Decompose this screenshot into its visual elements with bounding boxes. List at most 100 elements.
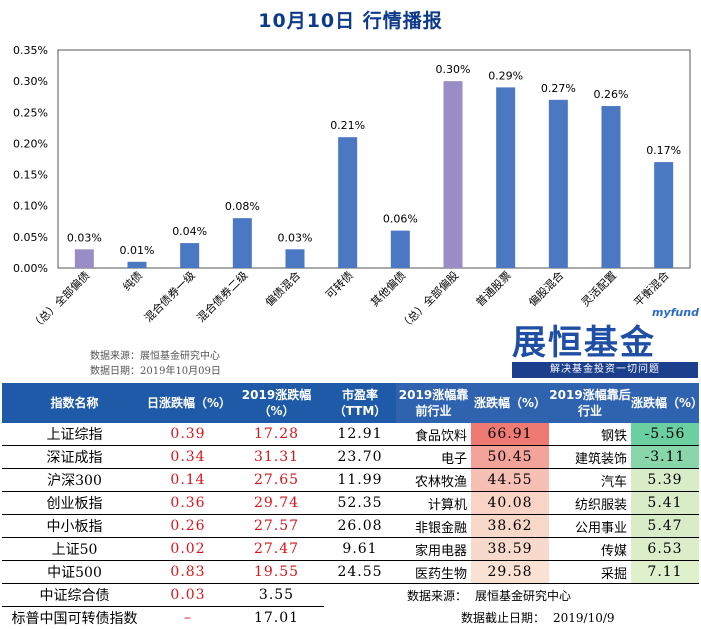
header-index-name: 指数名称 bbox=[2, 383, 147, 423]
data-label: 0.27% bbox=[541, 82, 576, 95]
index-name-cell: 上证50 bbox=[2, 538, 147, 561]
bottom-industry-cell: 纺织服装 bbox=[549, 492, 631, 515]
data-label: 0.06% bbox=[383, 213, 418, 226]
top-change-cell: 38.59 bbox=[471, 538, 549, 561]
bottom-change-cell: 5.41 bbox=[631, 492, 699, 515]
pe-ttm-cell: 26.08 bbox=[324, 515, 396, 538]
bottom-change-cell: -3.11 bbox=[631, 446, 699, 469]
bottom-change-cell: -5.56 bbox=[631, 423, 699, 446]
bar bbox=[128, 262, 147, 268]
header-top-change: 涨跌幅（%） bbox=[471, 383, 549, 423]
ytd-change-cell: 29.74 bbox=[229, 492, 324, 515]
index-name-cell: 中小板指 bbox=[2, 515, 147, 538]
top-change-cell: 29.58 bbox=[471, 561, 549, 584]
daily-change-cell: 0.26 bbox=[147, 515, 229, 538]
footer-source-value: 展恒基金研究中心 bbox=[471, 584, 699, 607]
data-label: 0.01% bbox=[120, 244, 155, 257]
empty-cell bbox=[324, 607, 396, 629]
data-label: 0.03% bbox=[278, 231, 313, 244]
daily-change-cell: 0.39 bbox=[147, 423, 229, 446]
bottom-change-cell: 7.11 bbox=[631, 561, 699, 584]
daily-change-cell: 0.34 bbox=[147, 446, 229, 469]
y-tick-label: 0.35% bbox=[13, 44, 48, 57]
top-industry-cell: 家用电器 bbox=[396, 538, 471, 561]
top-industry-cell: 电子 bbox=[396, 446, 471, 469]
pe-ttm-cell: 11.99 bbox=[324, 469, 396, 492]
data-label: 0.04% bbox=[172, 225, 207, 238]
bar bbox=[286, 249, 305, 268]
index-name-cell: 沪深300 bbox=[2, 469, 147, 492]
bar bbox=[602, 106, 621, 268]
bottom-industry-cell: 建筑装饰 bbox=[549, 446, 631, 469]
bar bbox=[654, 162, 673, 268]
y-tick-label: 0.25% bbox=[13, 106, 48, 119]
data-label: 0.29% bbox=[488, 69, 523, 82]
bottom-change-cell: 6.53 bbox=[631, 538, 699, 561]
data-label: 0.03% bbox=[67, 231, 102, 244]
logo-tagline: 解决基金投资一切问题 bbox=[512, 362, 698, 378]
header-bottom-change: 涨跌幅（%） bbox=[631, 383, 699, 423]
index-name-cell: 深证成指 bbox=[2, 446, 147, 469]
daily-change-cell: – bbox=[147, 607, 229, 629]
index-name-cell: 创业板指 bbox=[2, 492, 147, 515]
pe-ttm-cell: 52.35 bbox=[324, 492, 396, 515]
daily-change-cell: 0.02 bbox=[147, 538, 229, 561]
top-industry-cell: 农林牧渔 bbox=[396, 469, 471, 492]
bar bbox=[496, 87, 515, 268]
header-top-industry: 2019涨幅靠前行业 bbox=[396, 383, 471, 423]
y-tick-label: 0.30% bbox=[13, 75, 48, 88]
index-name-cell: 中证综合债 bbox=[2, 584, 147, 607]
page-title: 10月10日 行情播报 bbox=[0, 6, 701, 33]
x-tick-label: 灵活配置 bbox=[579, 269, 619, 309]
x-tick-label: 纯债 bbox=[120, 268, 145, 293]
ytd-change-cell: 19.55 bbox=[229, 561, 324, 584]
top-industry-cell: 食品饮料 bbox=[396, 423, 471, 446]
logo-small-text: myfund bbox=[652, 306, 699, 319]
bar-chart: 0.00%0.05%0.10%0.15%0.20%0.25%0.30%0.35%… bbox=[0, 40, 701, 350]
ytd-change-cell: 27.47 bbox=[229, 538, 324, 561]
top-industry-cell: 医药生物 bbox=[396, 561, 471, 584]
x-tick-label: 可转债 bbox=[323, 268, 356, 301]
header-daily-change: 日涨跌幅（%） bbox=[147, 383, 229, 423]
top-industry-cell: 计算机 bbox=[396, 492, 471, 515]
data-label: 0.17% bbox=[646, 144, 681, 157]
bar bbox=[391, 231, 410, 268]
pe-ttm-cell: 23.70 bbox=[324, 446, 396, 469]
logo-main-text: 展恒基金 bbox=[512, 315, 656, 364]
bottom-industry-cell: 采掘 bbox=[549, 561, 631, 584]
source-line-1: 数据来源：展恒基金研究中心 bbox=[90, 347, 220, 362]
data-label: 0.30% bbox=[436, 63, 471, 76]
bar bbox=[444, 81, 463, 268]
top-industry-cell: 非银金融 bbox=[396, 515, 471, 538]
bottom-industry-cell: 公用事业 bbox=[549, 515, 631, 538]
ytd-change-cell: 27.65 bbox=[229, 469, 324, 492]
footer-date-value: 2019/10/9 bbox=[549, 607, 699, 629]
index-name-cell: 上证综指 bbox=[2, 423, 147, 446]
market-table: 指数名称 日涨跌幅（%） 2019涨跌幅（%） 市盈率（TTM） 2019涨幅靠… bbox=[2, 383, 699, 629]
top-change-cell: 50.45 bbox=[471, 446, 549, 469]
y-tick-label: 0.00% bbox=[13, 262, 48, 275]
index-name-cell: 中证500 bbox=[2, 561, 147, 584]
bottom-change-cell: 5.39 bbox=[631, 469, 699, 492]
source-line-2: 数据日期：2019年10月09日 bbox=[90, 362, 221, 377]
ytd-change-cell: 31.31 bbox=[229, 446, 324, 469]
header-ytd-change: 2019涨跌幅（%） bbox=[229, 383, 324, 423]
y-tick-label: 0.15% bbox=[13, 169, 48, 182]
top-change-cell: 38.62 bbox=[471, 515, 549, 538]
bottom-industry-cell: 传媒 bbox=[549, 538, 631, 561]
pe-ttm-cell: 24.55 bbox=[324, 561, 396, 584]
daily-change-cell: 0.03 bbox=[147, 584, 229, 607]
daily-change-cell: 0.14 bbox=[147, 469, 229, 492]
bar bbox=[233, 218, 252, 268]
daily-change-cell: 0.36 bbox=[147, 492, 229, 515]
bottom-change-cell: 5.47 bbox=[631, 515, 699, 538]
bar bbox=[180, 243, 199, 268]
data-label: 0.26% bbox=[594, 88, 629, 101]
